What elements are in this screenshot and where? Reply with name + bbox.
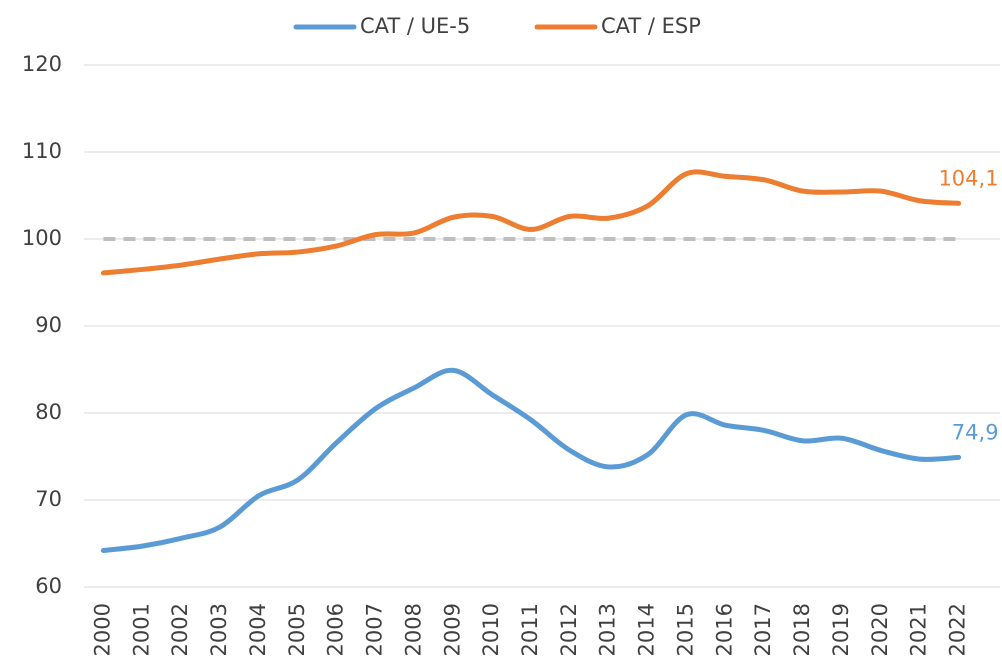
x-tick-label: 2018	[790, 603, 814, 656]
x-tick-label: 2014	[635, 603, 659, 656]
y-tick-label: 100	[22, 226, 62, 250]
x-tick-label: 2008	[401, 603, 425, 656]
y-tick-label: 110	[22, 139, 62, 163]
x-tick-label: 2017	[751, 603, 775, 656]
y-tick-label: 80	[35, 400, 62, 424]
y-tick-label: 90	[35, 313, 62, 337]
x-tick-label: 2013	[596, 603, 620, 656]
y-tick-label: 60	[35, 574, 62, 598]
y-tick-label: 120	[22, 52, 62, 76]
series-line	[100, 169, 962, 276]
data-label: 104,1	[938, 166, 998, 190]
x-tick-label: 2000	[90, 603, 114, 656]
x-tick-label: 2002	[168, 603, 192, 656]
x-tick-label: 2006	[324, 603, 348, 656]
x-tick-label: 2003	[207, 603, 231, 656]
x-tick-label: 2021	[907, 603, 931, 656]
x-tick-label: 2022	[946, 603, 970, 656]
data-label: 74,9	[952, 420, 999, 444]
x-tick-label: 2010	[479, 603, 503, 656]
x-tick-label: 2007	[363, 603, 387, 656]
x-tick-label: 2011	[518, 603, 542, 656]
legend-label: CAT / UE-5	[360, 14, 470, 38]
legend-label: CAT / ESP	[601, 14, 701, 38]
x-tick-label: 2004	[246, 603, 270, 656]
x-tick-label: 2009	[440, 603, 464, 656]
x-tick-label: 2016	[712, 603, 736, 656]
x-tick-label: 2005	[285, 603, 309, 656]
y-tick-label: 70	[35, 487, 62, 511]
x-tick-label: 2015	[673, 603, 697, 656]
x-tick-label: 2020	[868, 603, 892, 656]
x-tick-label: 2019	[829, 603, 853, 656]
x-tick-label: 2001	[129, 603, 153, 656]
x-tick-label: 2012	[557, 603, 581, 656]
series-line	[100, 367, 962, 553]
